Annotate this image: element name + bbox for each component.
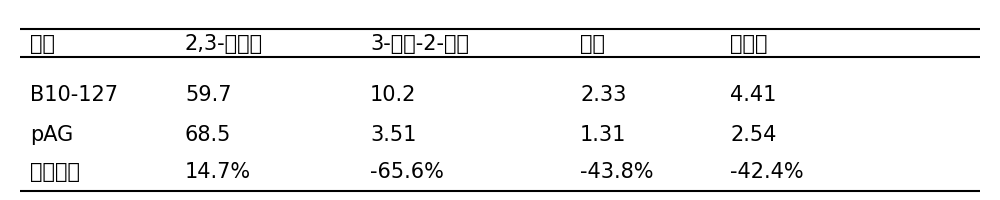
Text: 菌株: 菌株 (30, 34, 55, 54)
Text: 3-羟基-2-丁酮: 3-羟基-2-丁酮 (370, 34, 469, 54)
Text: B10-127: B10-127 (30, 85, 118, 104)
Text: 乳酸: 乳酸 (580, 34, 605, 54)
Text: 59.7: 59.7 (185, 85, 232, 104)
Text: -42.4%: -42.4% (730, 161, 804, 181)
Text: 琥珀酸: 琥珀酸 (730, 34, 768, 54)
Text: -43.8%: -43.8% (580, 161, 654, 181)
Text: pAG: pAG (30, 124, 73, 144)
Text: 2,3-丁二醇: 2,3-丁二醇 (185, 34, 263, 54)
Text: 4.41: 4.41 (730, 85, 776, 104)
Text: -65.6%: -65.6% (370, 161, 444, 181)
Text: 提高比例: 提高比例 (30, 161, 80, 181)
Text: 1.31: 1.31 (580, 124, 626, 144)
Text: 10.2: 10.2 (370, 85, 416, 104)
Text: 68.5: 68.5 (185, 124, 231, 144)
Text: 14.7%: 14.7% (185, 161, 251, 181)
Text: 3.51: 3.51 (370, 124, 416, 144)
Text: 2.54: 2.54 (730, 124, 776, 144)
Text: 2.33: 2.33 (580, 85, 626, 104)
